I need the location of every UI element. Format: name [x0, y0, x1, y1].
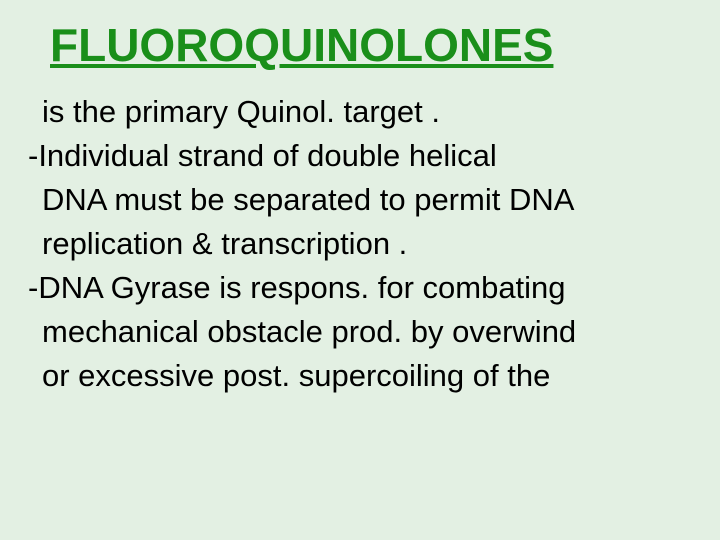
body-line: is the primary Quinol. target . [28, 90, 692, 134]
slide-title: FLUOROQUINOLONES [50, 18, 692, 72]
body-line: -DNA Gyrase is respons. for combating [28, 266, 692, 310]
body-line: DNA must be separated to permit DNA [28, 178, 692, 222]
body-line: or excessive post. supercoiling of the [28, 354, 692, 398]
slide-body: is the primary Quinol. target . -Individ… [28, 90, 692, 398]
body-line: mechanical obstacle prod. by overwind [28, 310, 692, 354]
slide-container: FLUOROQUINOLONES is the primary Quinol. … [0, 0, 720, 540]
body-line: -Individual strand of double helical [28, 134, 692, 178]
body-line: replication & transcription . [28, 222, 692, 266]
